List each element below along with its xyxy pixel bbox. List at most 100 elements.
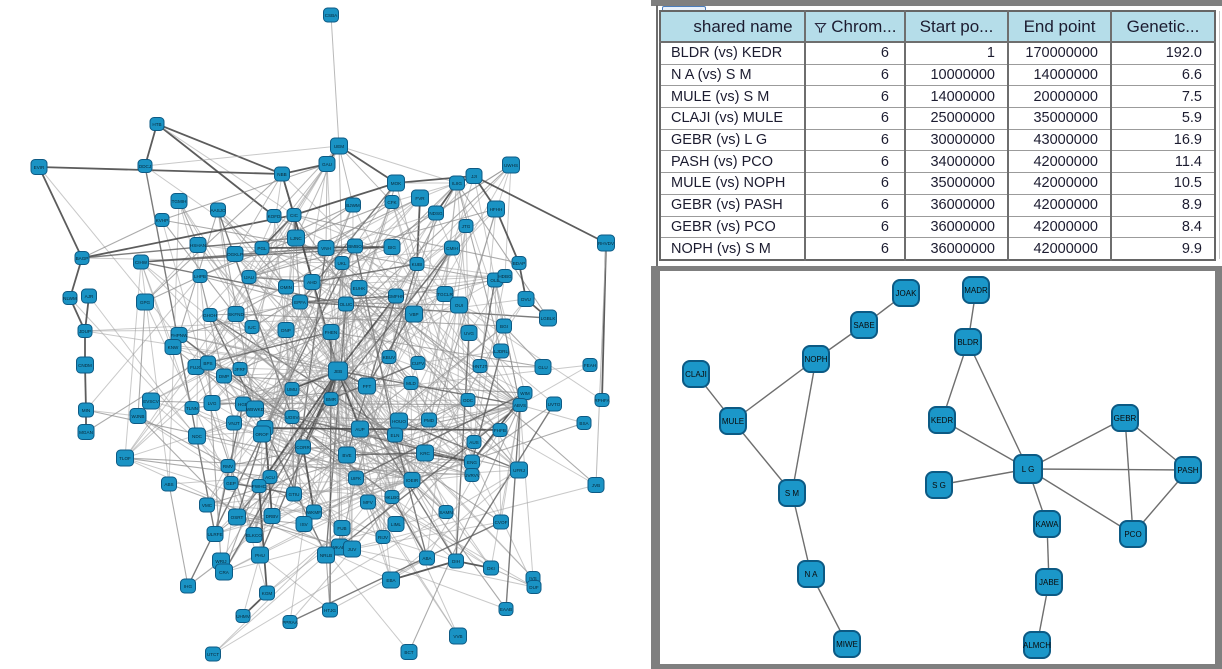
svg-text:TLNN: TLNN: [186, 406, 198, 411]
svg-text:BVE: BVE: [342, 453, 351, 458]
svg-text:RIJV: RIJV: [378, 535, 389, 540]
svg-text:NLWM: NLWM: [63, 296, 77, 301]
svg-text:ALMCH: ALMCH: [1023, 641, 1051, 650]
svg-text:HKLBG: HKLBG: [384, 495, 400, 500]
svg-text:OLB: OLB: [490, 278, 499, 283]
svg-text:DKI: DKI: [487, 566, 495, 571]
svg-text:UVRVV: UVRVV: [464, 473, 481, 478]
svg-text:CUFV: CUFV: [412, 361, 425, 366]
svg-text:MIWE: MIWE: [836, 640, 858, 649]
svg-text:KNW: KNW: [168, 345, 179, 350]
svg-text:MIN: MIN: [82, 408, 90, 413]
svg-text:PHU: PHU: [255, 553, 265, 558]
svg-text:NOPH: NOPH: [804, 355, 827, 364]
svg-text:AUS: AUS: [469, 440, 478, 445]
svg-text:VNH: VNH: [321, 246, 331, 251]
svg-text:UKL: UKL: [338, 261, 347, 266]
svg-text:KUBI: KUBI: [412, 262, 423, 267]
svg-text:EPFA: EPFA: [294, 300, 307, 305]
svg-text:WJNB: WJNB: [131, 414, 144, 419]
svg-text:CRA: CRA: [219, 570, 230, 575]
svg-text:CSBA: CSBA: [325, 13, 338, 18]
svg-text:OSRT: OSRT: [231, 515, 244, 520]
svg-text:HDBG: HDBG: [498, 274, 512, 279]
svg-text:EVSCV: EVSCV: [143, 399, 160, 404]
svg-text:CMIH: CMIH: [446, 246, 458, 251]
svg-text:CIHW: CIHW: [135, 260, 148, 265]
svg-text:BCT: BCT: [404, 650, 413, 655]
svg-text:TGMIH: TGMIH: [172, 199, 187, 204]
svg-text:VNJT: VNJT: [228, 421, 240, 426]
svg-text:IVS: IVS: [529, 576, 536, 581]
svg-text:FHPNW: FHPNW: [171, 333, 189, 338]
svg-text:GTIU: GTIU: [289, 492, 300, 497]
svg-text:MFV: MFV: [363, 500, 374, 505]
svg-text:CFK: CFK: [387, 200, 397, 205]
svg-text:S M: S M: [785, 489, 800, 498]
svg-text:WBWKD: WBWKD: [246, 407, 265, 412]
svg-text:MOK: MOK: [391, 181, 402, 186]
svg-text:DIH: DIH: [452, 559, 460, 564]
svg-text:ISV: ISV: [300, 522, 308, 527]
svg-text:BPS: BPS: [203, 361, 212, 366]
svg-text:LJNC: LJNC: [290, 236, 302, 241]
svg-text:DUF: DUF: [529, 585, 539, 590]
svg-text:PGL: PGL: [257, 246, 267, 251]
svg-text:WKABH: WKABH: [332, 545, 349, 550]
svg-text:BLDR: BLDR: [957, 338, 979, 347]
svg-text:UMU: UMU: [287, 387, 297, 392]
svg-text:UWHS: UWHS: [504, 163, 518, 168]
svg-text:EUHK: EUHK: [353, 286, 367, 291]
svg-text:GHOH: GHOH: [203, 313, 217, 318]
svg-text:L G: L G: [1022, 465, 1035, 474]
svg-text:JOAK: JOAK: [896, 289, 918, 298]
svg-text:LHPB: LHPB: [194, 274, 206, 279]
svg-text:OUI: OUI: [455, 303, 463, 308]
svg-text:UOSV: UOSV: [285, 415, 299, 420]
svg-text:BMBO: BMBO: [348, 244, 362, 249]
svg-text:VVB: VVB: [453, 634, 462, 639]
svg-text:KGM: KGM: [262, 591, 273, 596]
svg-text:KEDR: KEDR: [931, 416, 953, 425]
svg-text:MGAN: MGAN: [79, 430, 93, 435]
svg-text:EAAB: EAAB: [500, 607, 512, 612]
svg-text:ILIIG: ILIIG: [452, 181, 462, 186]
svg-text:ABVS: ABVS: [514, 403, 526, 408]
svg-text:UVG: UVG: [464, 331, 474, 336]
svg-text:FUB: FUB: [337, 526, 346, 531]
svg-text:RPHFA: RPHFA: [594, 398, 610, 403]
svg-text:DMP: DMP: [219, 374, 229, 379]
svg-text:BMR: BMR: [326, 397, 337, 402]
svg-text:FWHC: FWHC: [252, 484, 266, 489]
svg-text:LGBLK: LGBLK: [541, 316, 557, 321]
svg-text:UVTO: UVTO: [548, 402, 561, 407]
svg-text:VMC: VMC: [202, 503, 213, 508]
svg-text:TLOF: TLOF: [119, 456, 131, 461]
svg-text:UTCT: UTCT: [207, 652, 219, 657]
svg-text:S G: S G: [932, 481, 946, 490]
svg-text:KRC: KRC: [420, 451, 430, 456]
svg-text:DRBV: DRBV: [266, 514, 280, 519]
svg-text:CIC: CIC: [290, 213, 299, 218]
svg-text:GAU: GAU: [322, 162, 332, 167]
svg-text:WRIJ: WRIJ: [215, 559, 226, 564]
svg-text:WKMF: WKMF: [307, 510, 321, 515]
svg-text:SABE: SABE: [853, 321, 874, 330]
svg-text:NBB: NBB: [277, 172, 286, 177]
svg-text:MULE: MULE: [722, 417, 744, 426]
svg-text:CLAJI: CLAJI: [685, 370, 707, 379]
svg-text:PMD: PMD: [424, 418, 435, 423]
svg-text:CVOF: CVOF: [495, 520, 508, 525]
svg-text:BDAP: BDAP: [513, 261, 526, 266]
svg-text:IUC: IUC: [248, 325, 257, 330]
svg-text:WIM: WIM: [520, 391, 530, 396]
svg-text:EBA: EBA: [386, 578, 396, 583]
svg-text:KAWA: KAWA: [1036, 520, 1060, 529]
svg-text:UEM: UEM: [334, 144, 344, 149]
svg-text:FUJC: FUJC: [190, 365, 202, 370]
svg-text:GLU: GLU: [538, 365, 547, 370]
svg-text:MLD: MLD: [406, 381, 416, 386]
svg-text:CNDM: CNDM: [78, 363, 92, 368]
svg-text:HSHAN: HSHAN: [190, 243, 206, 248]
svg-text:UHMV: UHMV: [236, 614, 250, 619]
